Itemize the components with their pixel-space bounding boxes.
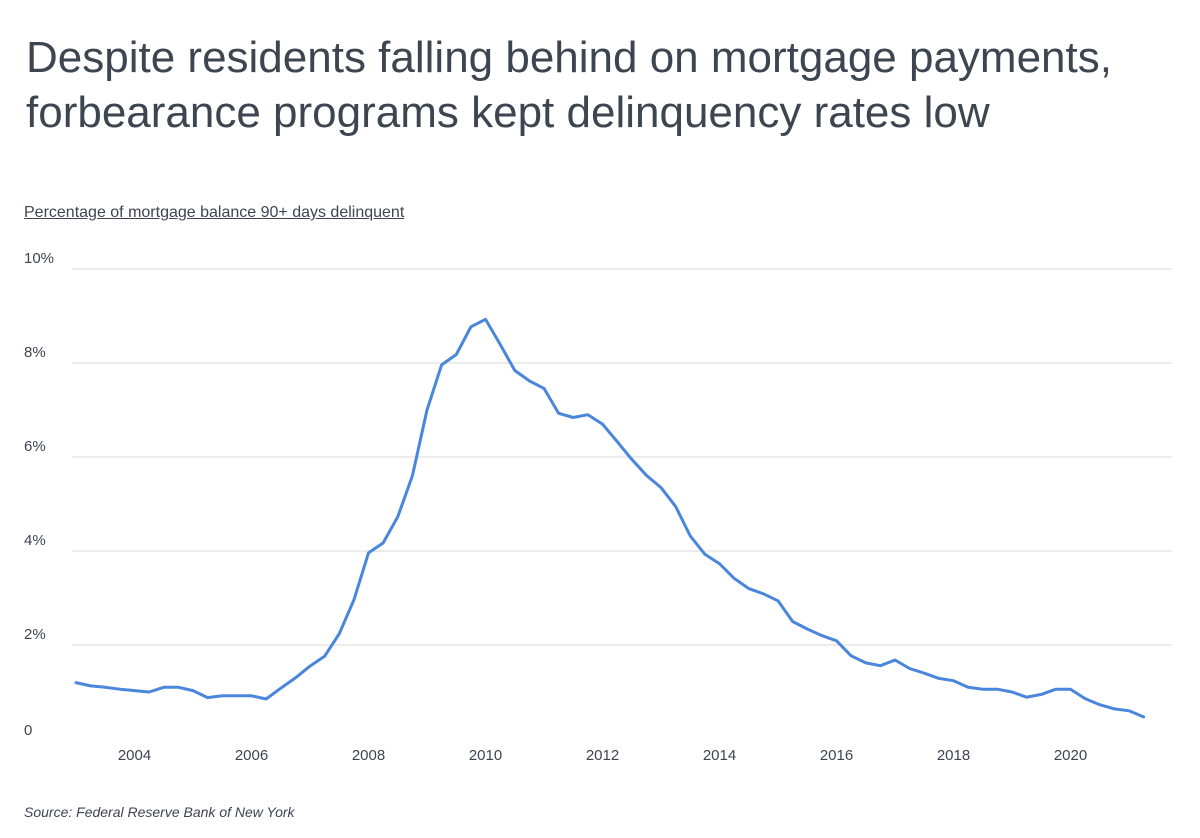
y-tick-label: 6%: [24, 438, 46, 455]
source-note: Source: Federal Reserve Bank of New York: [24, 804, 295, 820]
x-tick-label: 2016: [820, 747, 853, 764]
gridlines: [72, 268, 1172, 646]
x-tick-label: 2008: [352, 747, 385, 764]
y-axis-ticks: 0 2% 4% 6% 8% 10%: [24, 250, 54, 739]
x-tick-label: 2014: [703, 747, 736, 764]
x-tick-label: 2006: [235, 747, 268, 764]
y-tick-label: 10%: [24, 250, 54, 267]
y-axis-title: Percentage of mortgage balance 90+ days …: [24, 204, 405, 221]
chart-title: Despite residents falling behind on mort…: [26, 33, 1112, 137]
series-group: [74, 317, 1146, 719]
y-tick-label: 4%: [24, 532, 46, 549]
y-tick-label: 0: [24, 722, 32, 739]
x-tick-label: 2020: [1054, 747, 1087, 764]
series-line: [74, 317, 1146, 719]
x-tick-label: 2018: [937, 747, 970, 764]
x-axis-ticks: 2004 2006 2008 2010 2012 2014 2016 2018 2020: [118, 747, 1087, 764]
x-tick-label: 2004: [118, 747, 151, 764]
y-tick-label: 2%: [24, 626, 46, 643]
x-tick-label: 2012: [586, 747, 619, 764]
y-tick-label: 8%: [24, 344, 46, 361]
x-tick-label: 2010: [469, 747, 502, 764]
line-chart: 0 2% 4% 6% 8% 10% 2004 2006 2008 2010 2012 2014 201…: [24, 250, 1172, 764]
